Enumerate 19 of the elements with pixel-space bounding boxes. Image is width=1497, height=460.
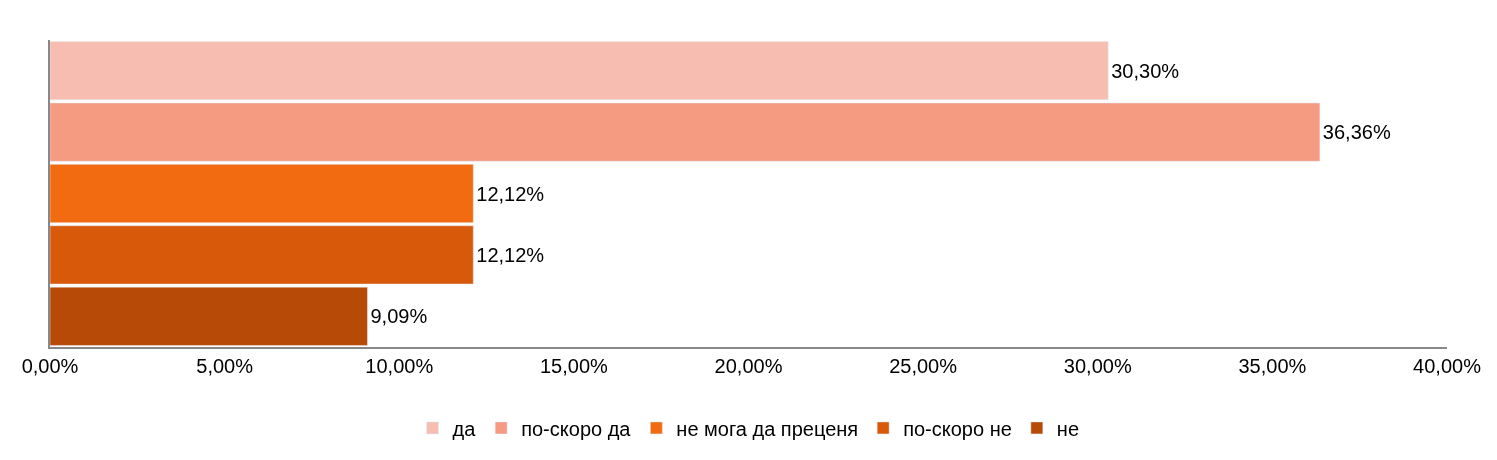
x-tick-label: 25,00%: [889, 355, 958, 377]
x-tick-label: 20,00%: [714, 355, 783, 377]
legend-label: не мога да преценя: [676, 417, 859, 440]
x-tick-label: 35,00%: [1238, 355, 1307, 377]
x-tick-label: 5,00%: [196, 355, 254, 377]
legend-label: по-скоро да: [521, 417, 632, 440]
data-label: 12,12%: [476, 182, 545, 205]
data-label: 30,30%: [1111, 59, 1180, 82]
legend-label: по-скоро не: [903, 417, 1012, 440]
x-tick-label: 40,00%: [1413, 355, 1482, 377]
data-label: 9,09%: [370, 305, 428, 328]
legend-label: да: [452, 417, 477, 440]
x-tick-label: 10,00%: [365, 355, 434, 377]
x-tick-label: 30,00%: [1063, 355, 1132, 377]
data-label: 36,36%: [1322, 121, 1391, 144]
x-tick-label: 15,00%: [539, 355, 609, 377]
data-label: 12,12%: [476, 243, 545, 266]
x-tick-label: 0,00%: [21, 355, 79, 377]
legend-label: не: [1056, 417, 1080, 440]
